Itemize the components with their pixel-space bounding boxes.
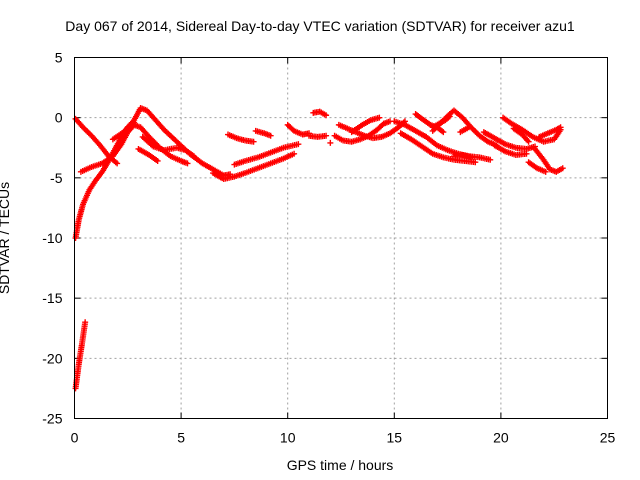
data-points	[72, 105, 566, 392]
chart-title: Day 067 of 2014, Sidereal Day-to-day VTE…	[65, 18, 575, 34]
data-point	[154, 157, 161, 164]
data-point	[472, 159, 479, 166]
data-track-arc-aa	[480, 129, 539, 152]
data-track-arc-ae	[525, 159, 549, 175]
data-track-arc-q	[331, 118, 394, 145]
data-point	[542, 168, 549, 175]
data-point	[487, 156, 494, 163]
data-point	[376, 114, 383, 121]
y-tick-label: 0	[55, 110, 63, 126]
x-tick-label: 0	[71, 430, 79, 446]
data-track-arc-af	[536, 124, 564, 140]
y-tick-label: -5	[50, 170, 63, 186]
data-point	[295, 141, 302, 148]
data-track-arc-y	[457, 124, 472, 136]
data-track-arc-g	[135, 145, 161, 164]
data-point	[323, 132, 330, 139]
y-tick-label: -25	[42, 411, 62, 427]
data-track-arc-a	[72, 319, 89, 392]
data-point	[190, 153, 197, 160]
data-track-arc-i	[231, 141, 302, 168]
x-axis-label: GPS time / hours	[286, 457, 394, 473]
data-point	[82, 319, 89, 326]
data-point	[468, 154, 475, 161]
x-tick-label: 15	[387, 430, 403, 446]
y-tick-label: -10	[42, 230, 62, 246]
data-track-arc-w	[450, 151, 475, 161]
plot-frame	[74, 57, 608, 419]
data-point	[559, 165, 566, 172]
data-track-arc-h	[210, 150, 298, 183]
y-tick-label: 5	[55, 50, 63, 66]
data-track-arc-b	[72, 119, 138, 241]
y-tick-label: -15	[42, 290, 62, 306]
data-point	[525, 138, 532, 145]
data-point	[439, 128, 446, 135]
data-point	[250, 138, 257, 145]
data-track-arc-n	[310, 108, 330, 119]
data-track-arc-f	[139, 133, 197, 160]
data-point	[440, 129, 447, 136]
data-track-arc-ad	[532, 145, 566, 175]
x-tick-label: 25	[600, 430, 616, 446]
data-track-arc-o	[327, 139, 334, 146]
data-point	[465, 124, 472, 131]
data-point	[446, 113, 453, 120]
grid-lines	[74, 57, 608, 419]
data-point	[291, 150, 298, 157]
data-track-arc-d	[77, 121, 191, 175]
data-track-arc-m	[306, 132, 330, 140]
data-point	[523, 150, 530, 157]
data-track-arc-l	[284, 121, 313, 138]
y-tick-label: -20	[42, 350, 62, 366]
data-track-arc-e	[109, 105, 234, 179]
data-point	[267, 132, 274, 139]
data-track-arc-r	[348, 114, 383, 136]
axis-tick-labels: 0 5 10 15 20 25 -25 -20 -15 -10 -5 0 5	[42, 50, 615, 446]
data-point	[323, 112, 330, 119]
x-tick-label: 10	[280, 430, 296, 446]
data-track-arc-ab	[491, 142, 530, 158]
data-track-arc-ac	[510, 125, 532, 145]
data-point	[327, 139, 334, 146]
data-track-arc-z	[500, 114, 564, 145]
data-track-arc-j	[225, 131, 257, 145]
x-tick-label: 5	[177, 430, 185, 446]
x-tick-label: 20	[493, 430, 509, 446]
data-track-arc-x	[429, 113, 453, 131]
data-point	[557, 124, 564, 131]
data-track-arc-k	[252, 127, 274, 139]
data-point	[114, 160, 121, 167]
data-point	[184, 160, 191, 167]
data-track-arc-t	[397, 130, 479, 166]
